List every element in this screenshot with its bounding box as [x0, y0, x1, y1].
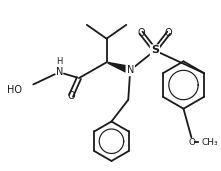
Text: O: O [67, 91, 75, 101]
Text: S: S [151, 45, 159, 55]
Text: N: N [55, 67, 63, 77]
Text: O: O [165, 28, 173, 38]
Text: HO: HO [7, 85, 22, 95]
Text: O: O [137, 28, 145, 38]
Text: CH₃: CH₃ [201, 138, 218, 147]
Polygon shape [108, 63, 128, 72]
Text: O: O [189, 138, 196, 147]
Text: H: H [56, 57, 62, 66]
Text: N: N [127, 65, 134, 75]
